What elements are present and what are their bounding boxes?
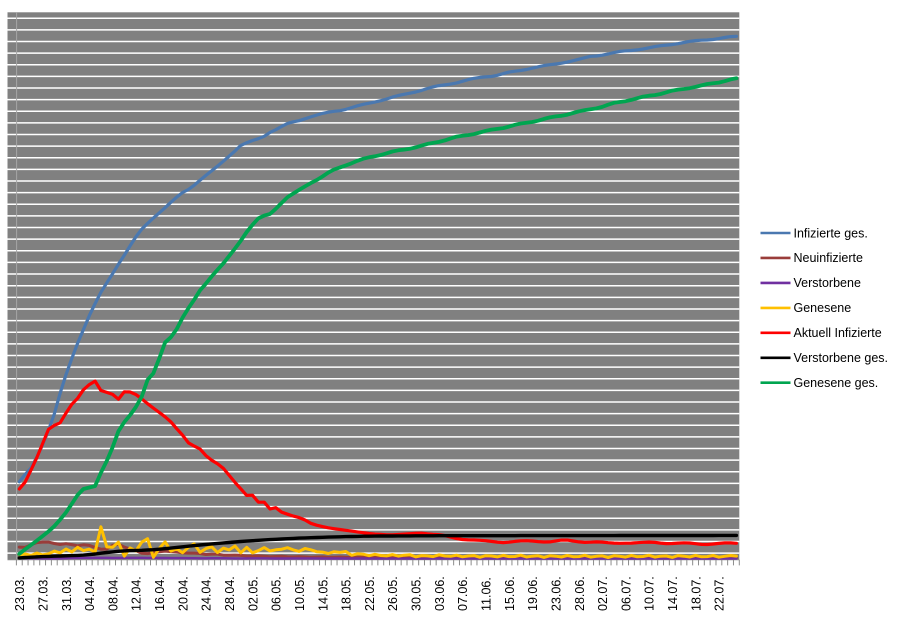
svg-text:02.05.: 02.05. xyxy=(246,576,260,611)
svg-text:Infizierte ges.: Infizierte ges. xyxy=(794,226,868,240)
svg-text:22.07.: 22.07. xyxy=(713,576,727,611)
svg-text:03.06.: 03.06. xyxy=(433,576,447,611)
svg-text:23.06.: 23.06. xyxy=(550,576,564,611)
svg-text:Verstorbene ges.: Verstorbene ges. xyxy=(794,351,889,365)
svg-text:14.05.: 14.05. xyxy=(316,576,330,611)
svg-text:14.07.: 14.07. xyxy=(666,576,680,611)
svg-text:19.06.: 19.06. xyxy=(526,576,540,611)
svg-text:22.05.: 22.05. xyxy=(363,576,377,611)
svg-text:24.04.: 24.04. xyxy=(200,576,214,611)
svg-text:16.04.: 16.04. xyxy=(153,576,167,611)
svg-text:07.06.: 07.06. xyxy=(456,576,470,611)
svg-text:23.03.: 23.03. xyxy=(13,576,27,611)
svg-text:10.07.: 10.07. xyxy=(643,576,657,611)
svg-text:28.04.: 28.04. xyxy=(223,576,237,611)
svg-text:06.07.: 06.07. xyxy=(619,576,633,611)
svg-text:30.05.: 30.05. xyxy=(410,576,424,611)
svg-text:Aktuell Infizierte: Aktuell Infizierte xyxy=(794,326,882,340)
svg-text:08.04.: 08.04. xyxy=(106,576,120,611)
svg-text:Verstorbene: Verstorbene xyxy=(794,276,861,290)
svg-text:02.07.: 02.07. xyxy=(596,576,610,611)
svg-text:11.06.: 11.06. xyxy=(480,577,494,611)
svg-text:28.06.: 28.06. xyxy=(573,576,587,611)
svg-text:15.06.: 15.06. xyxy=(503,576,517,611)
svg-text:31.03.: 31.03. xyxy=(60,576,74,611)
svg-text:Neuinfizierte: Neuinfizierte xyxy=(794,251,864,265)
svg-text:Genesene ges.: Genesene ges. xyxy=(794,376,879,390)
svg-text:10.05.: 10.05. xyxy=(293,576,307,611)
svg-text:18.05.: 18.05. xyxy=(340,576,354,611)
svg-text:27.03.: 27.03. xyxy=(36,576,50,611)
svg-text:Genesene: Genesene xyxy=(794,301,852,315)
svg-text:26.05.: 26.05. xyxy=(386,576,400,611)
svg-text:12.04.: 12.04. xyxy=(130,576,144,611)
svg-text:06.05.: 06.05. xyxy=(270,576,284,611)
svg-text:18.07.: 18.07. xyxy=(689,576,703,611)
svg-text:04.04.: 04.04. xyxy=(83,576,97,611)
svg-text:20.04.: 20.04. xyxy=(176,576,190,611)
